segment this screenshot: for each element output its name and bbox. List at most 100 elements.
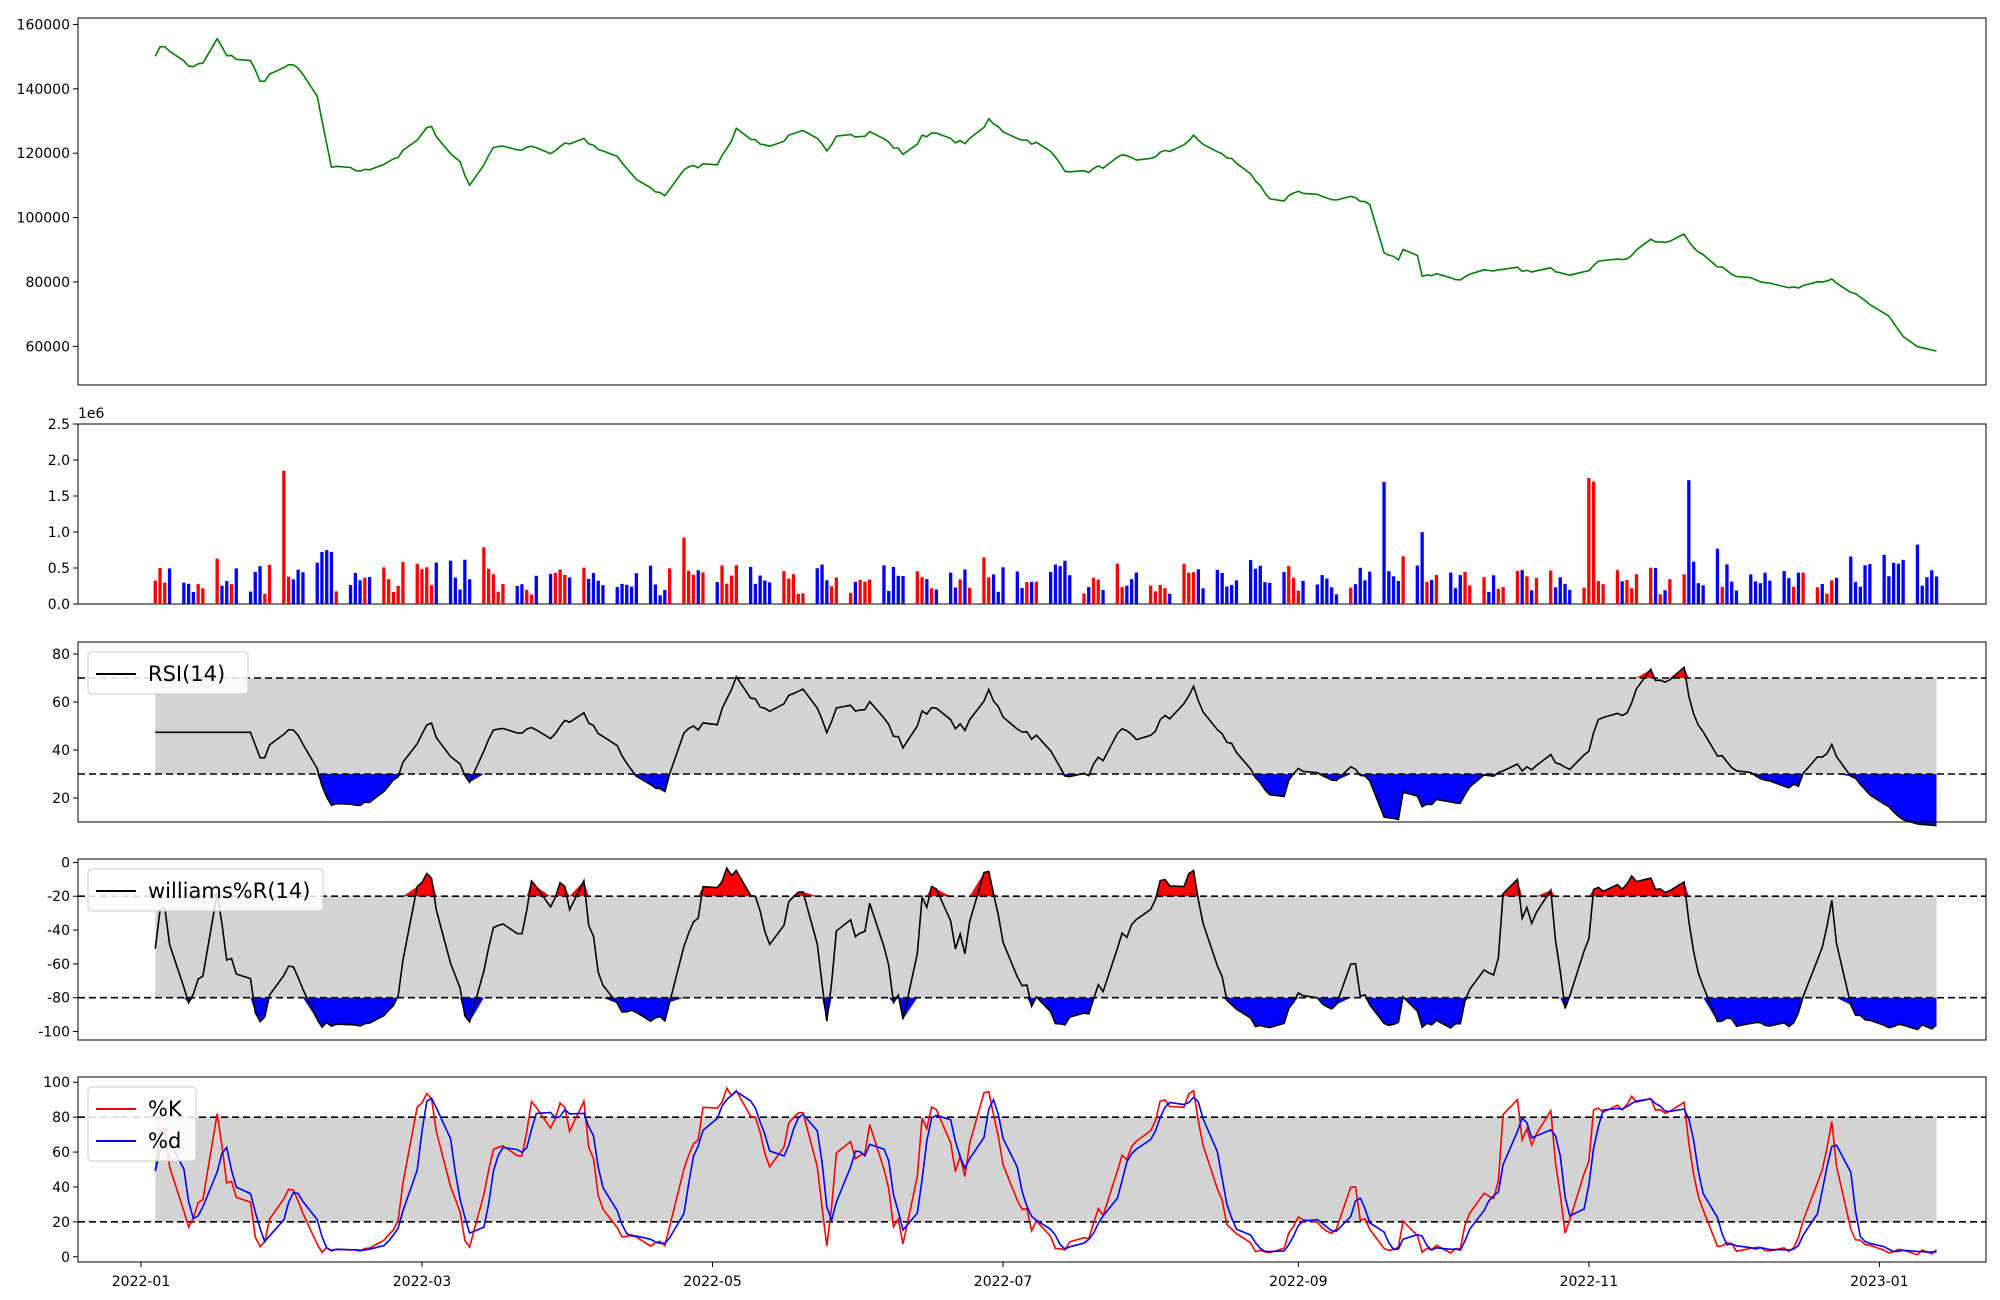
volume-bar xyxy=(1820,584,1824,604)
volume-bar xyxy=(915,571,919,604)
volume-bar xyxy=(1168,593,1172,604)
axes-frame xyxy=(77,423,1987,605)
legend xyxy=(87,1086,197,1162)
overbought-fill xyxy=(793,891,818,897)
rsi-panel: 20 40 60 80 RSI(14) xyxy=(52,641,1987,827)
volume-bar xyxy=(353,572,357,604)
volume-panel: 0.0 0.5 1.0 1.5 2.0 2.5 1e6 xyxy=(48,406,1987,613)
volume-bar xyxy=(949,572,953,604)
volume-bar xyxy=(634,573,638,604)
volume-bar xyxy=(1263,582,1267,604)
volume-bar xyxy=(1601,584,1605,604)
volume-bar xyxy=(1030,581,1034,604)
volume-bar xyxy=(1315,584,1319,604)
volume-bar xyxy=(1630,588,1634,604)
volume-bar xyxy=(1463,571,1467,604)
volume-bar xyxy=(287,576,291,604)
y-tick-label: 160000 xyxy=(17,17,70,33)
volume-bar xyxy=(1915,544,1920,604)
volume-bar xyxy=(196,584,200,604)
volume-bar xyxy=(1015,571,1019,604)
volume-bar xyxy=(1815,587,1820,604)
volume-bar xyxy=(729,575,734,604)
volume-bar xyxy=(1549,570,1553,604)
volume-bar xyxy=(1668,579,1672,604)
volume-bar xyxy=(448,560,453,604)
y-tick-label: 60 xyxy=(52,1145,70,1161)
volume-bar xyxy=(315,562,319,604)
volume-bar xyxy=(1701,585,1705,604)
legend xyxy=(87,868,324,912)
y-tick-label: -60 xyxy=(47,957,70,973)
oversold-fill xyxy=(1750,774,1804,788)
oversold-fill xyxy=(1036,997,1099,1025)
volume-bar xyxy=(1096,579,1100,604)
volume-bar xyxy=(701,572,705,604)
volume-bar xyxy=(1291,577,1296,604)
oversold-fill xyxy=(1250,774,1294,797)
volume-bar xyxy=(491,574,496,604)
oversold-fill xyxy=(1836,997,1937,1030)
volume-bar xyxy=(363,577,367,604)
volume-bar xyxy=(953,587,958,604)
volume-bar xyxy=(820,564,824,604)
volume-bar xyxy=(453,577,457,604)
oversold-fill xyxy=(898,997,918,1020)
volume-bar xyxy=(1868,564,1872,604)
volume-bar xyxy=(1091,577,1096,604)
volume-bar xyxy=(487,568,491,604)
y-tick-label: 140000 xyxy=(17,82,70,98)
volume-bar xyxy=(1825,593,1829,604)
neutral-band xyxy=(155,1117,1937,1222)
volume-bar xyxy=(1020,588,1024,604)
volume-bar xyxy=(1901,559,1905,604)
volume-bar xyxy=(615,587,619,604)
volume-bar xyxy=(725,583,729,604)
volume-bar xyxy=(1325,578,1329,604)
volume-bar xyxy=(768,582,772,604)
volume-bar xyxy=(1653,567,1658,604)
volume-bar xyxy=(896,575,900,604)
volume-bar xyxy=(1896,563,1901,604)
volume-bar xyxy=(482,547,486,604)
volume-bar xyxy=(1482,577,1486,604)
volume-bar xyxy=(1415,565,1419,604)
volume-bar xyxy=(1434,575,1439,604)
volume-bar xyxy=(887,590,891,604)
volume-bar xyxy=(858,579,862,604)
volume-bar xyxy=(934,589,938,604)
volume-bar xyxy=(1201,588,1205,604)
volume-bar xyxy=(1782,571,1786,604)
volume-bar xyxy=(515,586,519,604)
volume-bar xyxy=(1487,591,1491,604)
volume-bar xyxy=(1830,580,1834,604)
y-tick-label: 100000 xyxy=(17,211,70,227)
volume-bar xyxy=(215,558,219,604)
overbought-fill xyxy=(1536,890,1556,897)
volume-bar xyxy=(763,580,767,604)
volume-bar xyxy=(1753,581,1758,604)
volume-bar xyxy=(1049,571,1053,604)
volume-bar xyxy=(1792,586,1796,604)
y-tick-label: 80000 xyxy=(25,275,70,291)
volume-bar xyxy=(1234,580,1239,604)
volume-bar xyxy=(625,584,629,604)
volume-bar xyxy=(1930,570,1934,604)
price-line xyxy=(154,37,1937,352)
volume-bar xyxy=(1230,585,1234,604)
volume-bar xyxy=(758,575,762,604)
volume-bar xyxy=(1625,580,1629,604)
volume-bar xyxy=(1125,585,1129,604)
volume-bar xyxy=(520,584,524,604)
volume-bar xyxy=(1215,569,1219,604)
x-tick-label: 2022-09 xyxy=(1269,1274,1328,1290)
y-tick-label: 2.5 xyxy=(48,417,70,433)
oversold-fill xyxy=(1355,774,1499,820)
volume-bar xyxy=(1249,560,1253,604)
volume-bar xyxy=(1682,574,1686,604)
volume-bar xyxy=(534,575,538,604)
volume-bar xyxy=(258,566,262,604)
legend-label: williams%R(14) xyxy=(148,879,310,903)
volume-bar xyxy=(263,593,267,604)
volume-bar xyxy=(415,563,419,604)
